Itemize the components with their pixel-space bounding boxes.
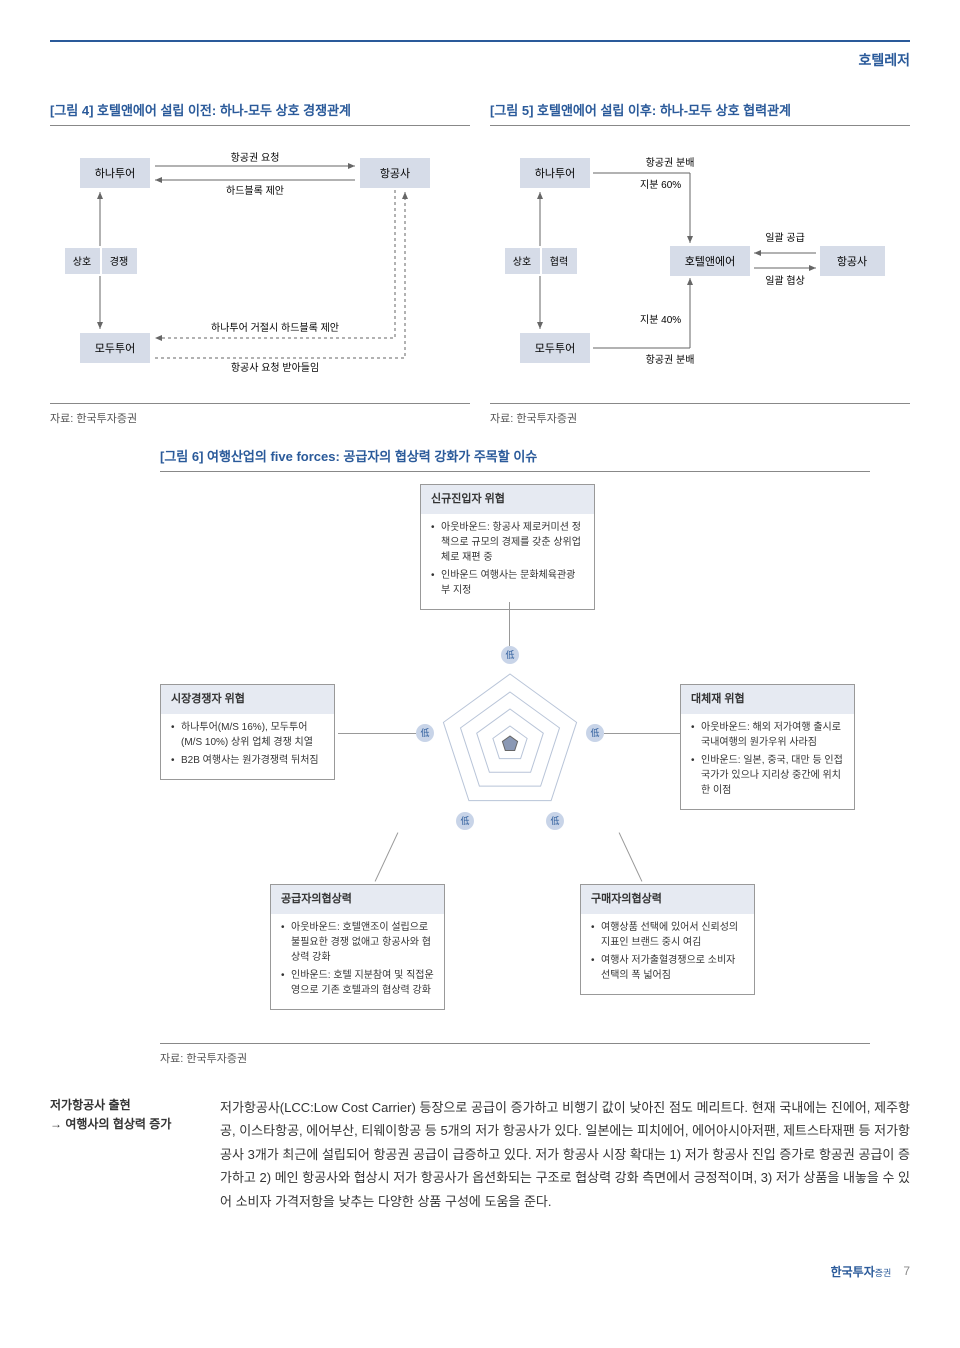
force-item: 인바운드: 호텔 지분참여 및 직접운영으로 기존 호텔과의 협상력 강화 (281, 968, 434, 998)
figure-6: [그림 6] 여행산업의 five forces: 공급자의 협상력 강화가 주… (160, 446, 870, 1066)
force-item: 인바운드 여행사는 문화체육관광부 지정 (431, 568, 584, 598)
force-rival: 시장경쟁자 위협 하나투어(M/S 16%), 모두투어(M/S 10%) 상위… (160, 684, 335, 780)
force-item: 아웃바운드: 해외 저가여행 출시로 국내여행의 원가우위 사라짐 (691, 720, 844, 750)
fig5-edge-distribute2: 항공권 분배 (646, 354, 695, 366)
force-buyer-title: 구매자의협상력 (581, 885, 754, 914)
figures-4-5-row: [그림 4] 호텔앤에어 설립 이전: 하나-모두 상호 경쟁관계 하나투어 항… (50, 100, 910, 426)
radar-chart (420, 654, 600, 834)
fig4-edge-reject: 하나투어 거절시 하드블록 제안 (211, 321, 339, 334)
page-footer: 한국투자증권 7 (50, 1263, 910, 1280)
fig5-node-airline: 항공사 (837, 255, 867, 268)
radar-badge-low: 低 (501, 646, 519, 664)
fig4-title: [그림 4] 호텔앤에어 설립 이전: 하나-모두 상호 경쟁관계 (50, 100, 470, 126)
radar-badge-low: 低 (586, 724, 604, 742)
five-forces-diagram: 신규진입자 위협 아웃바운드: 항공사 제로커미션 정책으로 규모의 경제를 갖… (160, 484, 870, 1044)
fig5-node-modutour: 모두투어 (535, 342, 575, 355)
force-new-entrant-title: 신규진입자 위협 (421, 485, 594, 514)
fig6-source: 자료: 한국투자증권 (160, 1050, 870, 1066)
fig4-node-compa: 상호 (73, 256, 91, 268)
fig5-edge-stake60: 지분 60% (640, 179, 681, 191)
force-item: 여행상품 선택에 있어서 신뢰성의 지표인 브랜드 중시 여김 (591, 920, 744, 950)
fig5-node-hanatour: 하나투어 (535, 166, 575, 180)
radar-badge-low: 低 (456, 812, 474, 830)
force-item: 아웃바운드: 호텔앤조이 설립으로 불필요한 경쟁 없애고 항공사와 협상력 강… (281, 920, 434, 965)
force-supplier: 공급자의협상력 아웃바운드: 호텔앤조이 설립으로 불필요한 경쟁 없애고 항공… (270, 884, 445, 1010)
force-item: 하나투어(M/S 16%), 모두투어(M/S 10%) 상위 업체 경쟁 치열 (171, 720, 324, 750)
fig5-node-coopb: 협력 (550, 255, 568, 268)
side-note: 저가항공사 출현 → 여행사의 협상력 증가 (50, 1096, 190, 1213)
force-new-entrant: 신규진입자 위협 아웃바운드: 항공사 제로커미션 정책으로 규모의 경제를 갖… (420, 484, 595, 610)
figure-4: [그림 4] 호텔앤에어 설립 이전: 하나-모두 상호 경쟁관계 하나투어 항… (50, 100, 470, 426)
radar-badge-low: 低 (546, 812, 564, 830)
fig5-edge-bulksupply: 일괄 공급 (765, 232, 805, 244)
force-item: 여행사 저가출혈경쟁으로 소비자 선택의 폭 넓어짐 (591, 953, 744, 983)
force-substitute: 대체재 위협 아웃바운드: 해외 저가여행 출시로 국내여행의 원가우위 사라짐… (680, 684, 855, 810)
force-buyer: 구매자의협상력 여행상품 선택에 있어서 신뢰성의 지표인 브랜드 중시 여김 … (580, 884, 755, 995)
fig4-node-modutour: 모두투어 (95, 342, 135, 355)
fig4-edge-accept: 항공사 요청 받아들임 (231, 361, 319, 374)
force-supplier-title: 공급자의협상력 (271, 885, 444, 914)
fig6-title: [그림 6] 여행산업의 five forces: 공급자의 협상력 강화가 주… (160, 446, 870, 472)
fig5-node-coopa: 상호 (513, 256, 531, 268)
header-category: 호텔레저 (50, 40, 910, 70)
fig5-source: 자료: 한국투자증권 (490, 410, 910, 426)
force-item: B2B 여행사는 원가경쟁력 뒤처짐 (171, 753, 324, 768)
footer-brand: 한국투자 (831, 1265, 875, 1279)
fig5-edge-stake40: 지분 40% (640, 314, 681, 326)
fig5-title: [그림 5] 호텔앤에어 설립 이후: 하나-모두 상호 협력관계 (490, 100, 910, 126)
fig4-edge-request: 항공권 요청 (231, 152, 280, 164)
fig4-node-hanatour: 하나투어 (95, 166, 135, 180)
fig5-edge-bulknego: 일괄 협상 (765, 274, 805, 287)
fig4-node-airline: 항공사 (380, 167, 410, 180)
fig5-node-hotelnair: 호텔앤에어 (685, 255, 736, 268)
fig4-diagram: 하나투어 항공사 상호 경쟁 모두투어 항공권 요청 하드블록 제안 하나투어 … (50, 138, 470, 404)
body-section: 저가항공사 출현 → 여행사의 협상력 증가 저가항공사(LCC:Low Cos… (50, 1096, 910, 1213)
figure-5: [그림 5] 호텔앤에어 설립 이후: 하나-모두 상호 협력관계 하나투어 상… (490, 100, 910, 426)
fig4-source: 자료: 한국투자증권 (50, 410, 470, 426)
force-substitute-title: 대체재 위협 (681, 685, 854, 714)
footer-sub: 증권 (875, 1268, 892, 1278)
fig4-node-compb: 경쟁 (110, 255, 128, 268)
fig5-edge-distribute: 항공권 분배 (646, 157, 695, 169)
force-rival-title: 시장경쟁자 위협 (161, 685, 334, 714)
radar-badge-low: 低 (416, 724, 434, 742)
fig5-diagram: 하나투어 상호 협력 모두투어 호텔앤에어 항공사 항공권 분배 지분 60% … (490, 138, 910, 404)
force-item: 아웃바운드: 항공사 제로커미션 정책으로 규모의 경제를 갖춘 상위업체로 재… (431, 520, 584, 565)
fig4-edge-hardblock: 하드블록 제안 (226, 184, 284, 197)
main-paragraph: 저가항공사(LCC:Low Cost Carrier) 등장으로 공급이 증가하… (220, 1096, 910, 1213)
page-number: 7 (903, 1264, 910, 1278)
force-item: 인바운드: 일본, 중국, 대만 등 인접국가가 있으나 지리상 중간에 위치한… (691, 753, 844, 798)
